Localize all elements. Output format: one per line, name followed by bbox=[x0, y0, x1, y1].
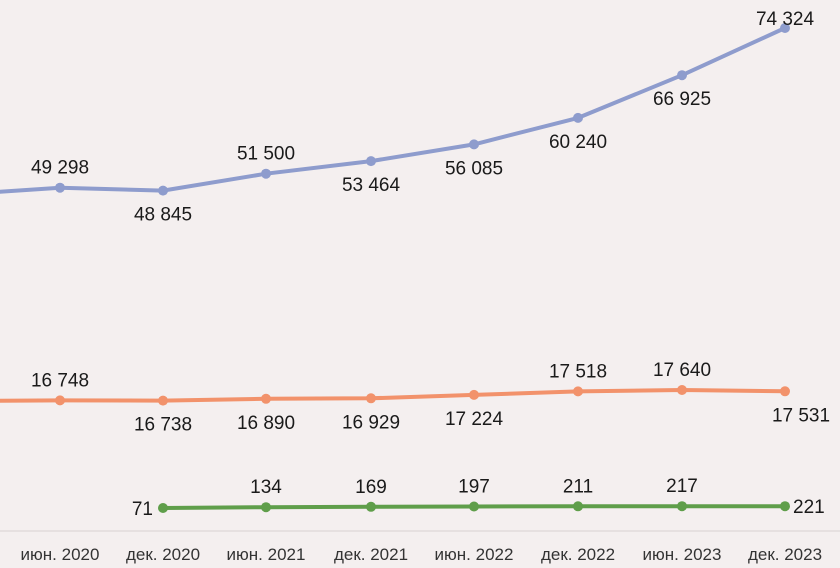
data-point bbox=[55, 395, 65, 406]
data-point bbox=[469, 389, 479, 400]
data-point bbox=[261, 502, 271, 513]
x-tick-label: июн. 2023 bbox=[643, 545, 722, 564]
x-tick-label: июн. 2020 bbox=[21, 545, 100, 564]
data-label: 49 298 bbox=[31, 158, 89, 179]
data-point bbox=[55, 182, 65, 193]
data-label: 74 324 bbox=[756, 9, 815, 30]
data-point bbox=[158, 185, 168, 196]
data-label: 217 bbox=[666, 476, 698, 497]
data-label: 17 518 bbox=[549, 361, 607, 382]
data-label: 71 bbox=[132, 499, 153, 520]
data-point bbox=[677, 70, 687, 81]
series-orange: 16 748 16 738 16 890 16 929 17 224 17 518 17 6… bbox=[0, 360, 830, 436]
data-label: 17 531 bbox=[772, 405, 830, 426]
data-point bbox=[780, 23, 790, 33]
x-tick-label: июн. 2022 bbox=[435, 545, 514, 564]
data-point bbox=[780, 386, 790, 397]
data-label: 17 640 bbox=[653, 360, 711, 381]
data-label: 134 bbox=[250, 477, 282, 498]
data-label: 16 890 bbox=[237, 413, 295, 434]
data-point bbox=[469, 501, 479, 512]
data-point bbox=[573, 112, 583, 123]
x-tick-label: дек. 2022 bbox=[541, 545, 615, 564]
data-point bbox=[366, 156, 376, 167]
data-label: 16 738 bbox=[134, 415, 192, 436]
data-point bbox=[158, 503, 168, 513]
data-label: 53 464 bbox=[342, 175, 401, 196]
data-point bbox=[366, 393, 376, 404]
data-point bbox=[677, 501, 687, 512]
data-label: 17 224 bbox=[445, 409, 504, 430]
data-point bbox=[677, 385, 687, 395]
series-group: 49 298 48 845 51 500 53 464 56 085 60 240 66 9… bbox=[0, 9, 830, 520]
data-point bbox=[780, 501, 790, 512]
data-label: 16 929 bbox=[342, 412, 400, 433]
series-blue: 49 298 48 845 51 500 53 464 56 085 60 240 66 9… bbox=[0, 9, 814, 226]
data-label: 56 085 bbox=[445, 158, 503, 179]
data-label: 16 748 bbox=[31, 370, 89, 391]
x-tick-label: дек. 2021 bbox=[334, 545, 408, 564]
data-label: 211 bbox=[563, 476, 593, 497]
x-axis: июн. 2020 дек. 2020 июн. 2021 дек. 2021 июн.… bbox=[0, 530, 840, 564]
data-point bbox=[261, 393, 271, 404]
series-blue-line bbox=[0, 26, 787, 194]
data-label: 51 500 bbox=[237, 144, 295, 165]
x-tick-label: дек. 2023 bbox=[748, 545, 822, 564]
x-tick-label: июн. 2021 bbox=[227, 545, 306, 564]
data-point bbox=[261, 168, 271, 179]
data-point bbox=[366, 501, 376, 512]
data-point bbox=[469, 139, 479, 150]
data-label: 169 bbox=[355, 477, 387, 498]
series-orange-line bbox=[0, 388, 787, 403]
data-label: 197 bbox=[458, 477, 490, 498]
data-label: 60 240 bbox=[549, 132, 607, 153]
series-green: 71 134 169 197 211 217 221 bbox=[132, 476, 825, 520]
data-label: 48 845 bbox=[134, 205, 192, 226]
data-point bbox=[573, 386, 583, 397]
data-point bbox=[158, 395, 168, 406]
data-label: 66 925 bbox=[653, 89, 711, 110]
data-label: 221 bbox=[793, 497, 825, 518]
x-tick-label: дек. 2020 bbox=[126, 545, 200, 564]
data-point bbox=[573, 501, 583, 512]
